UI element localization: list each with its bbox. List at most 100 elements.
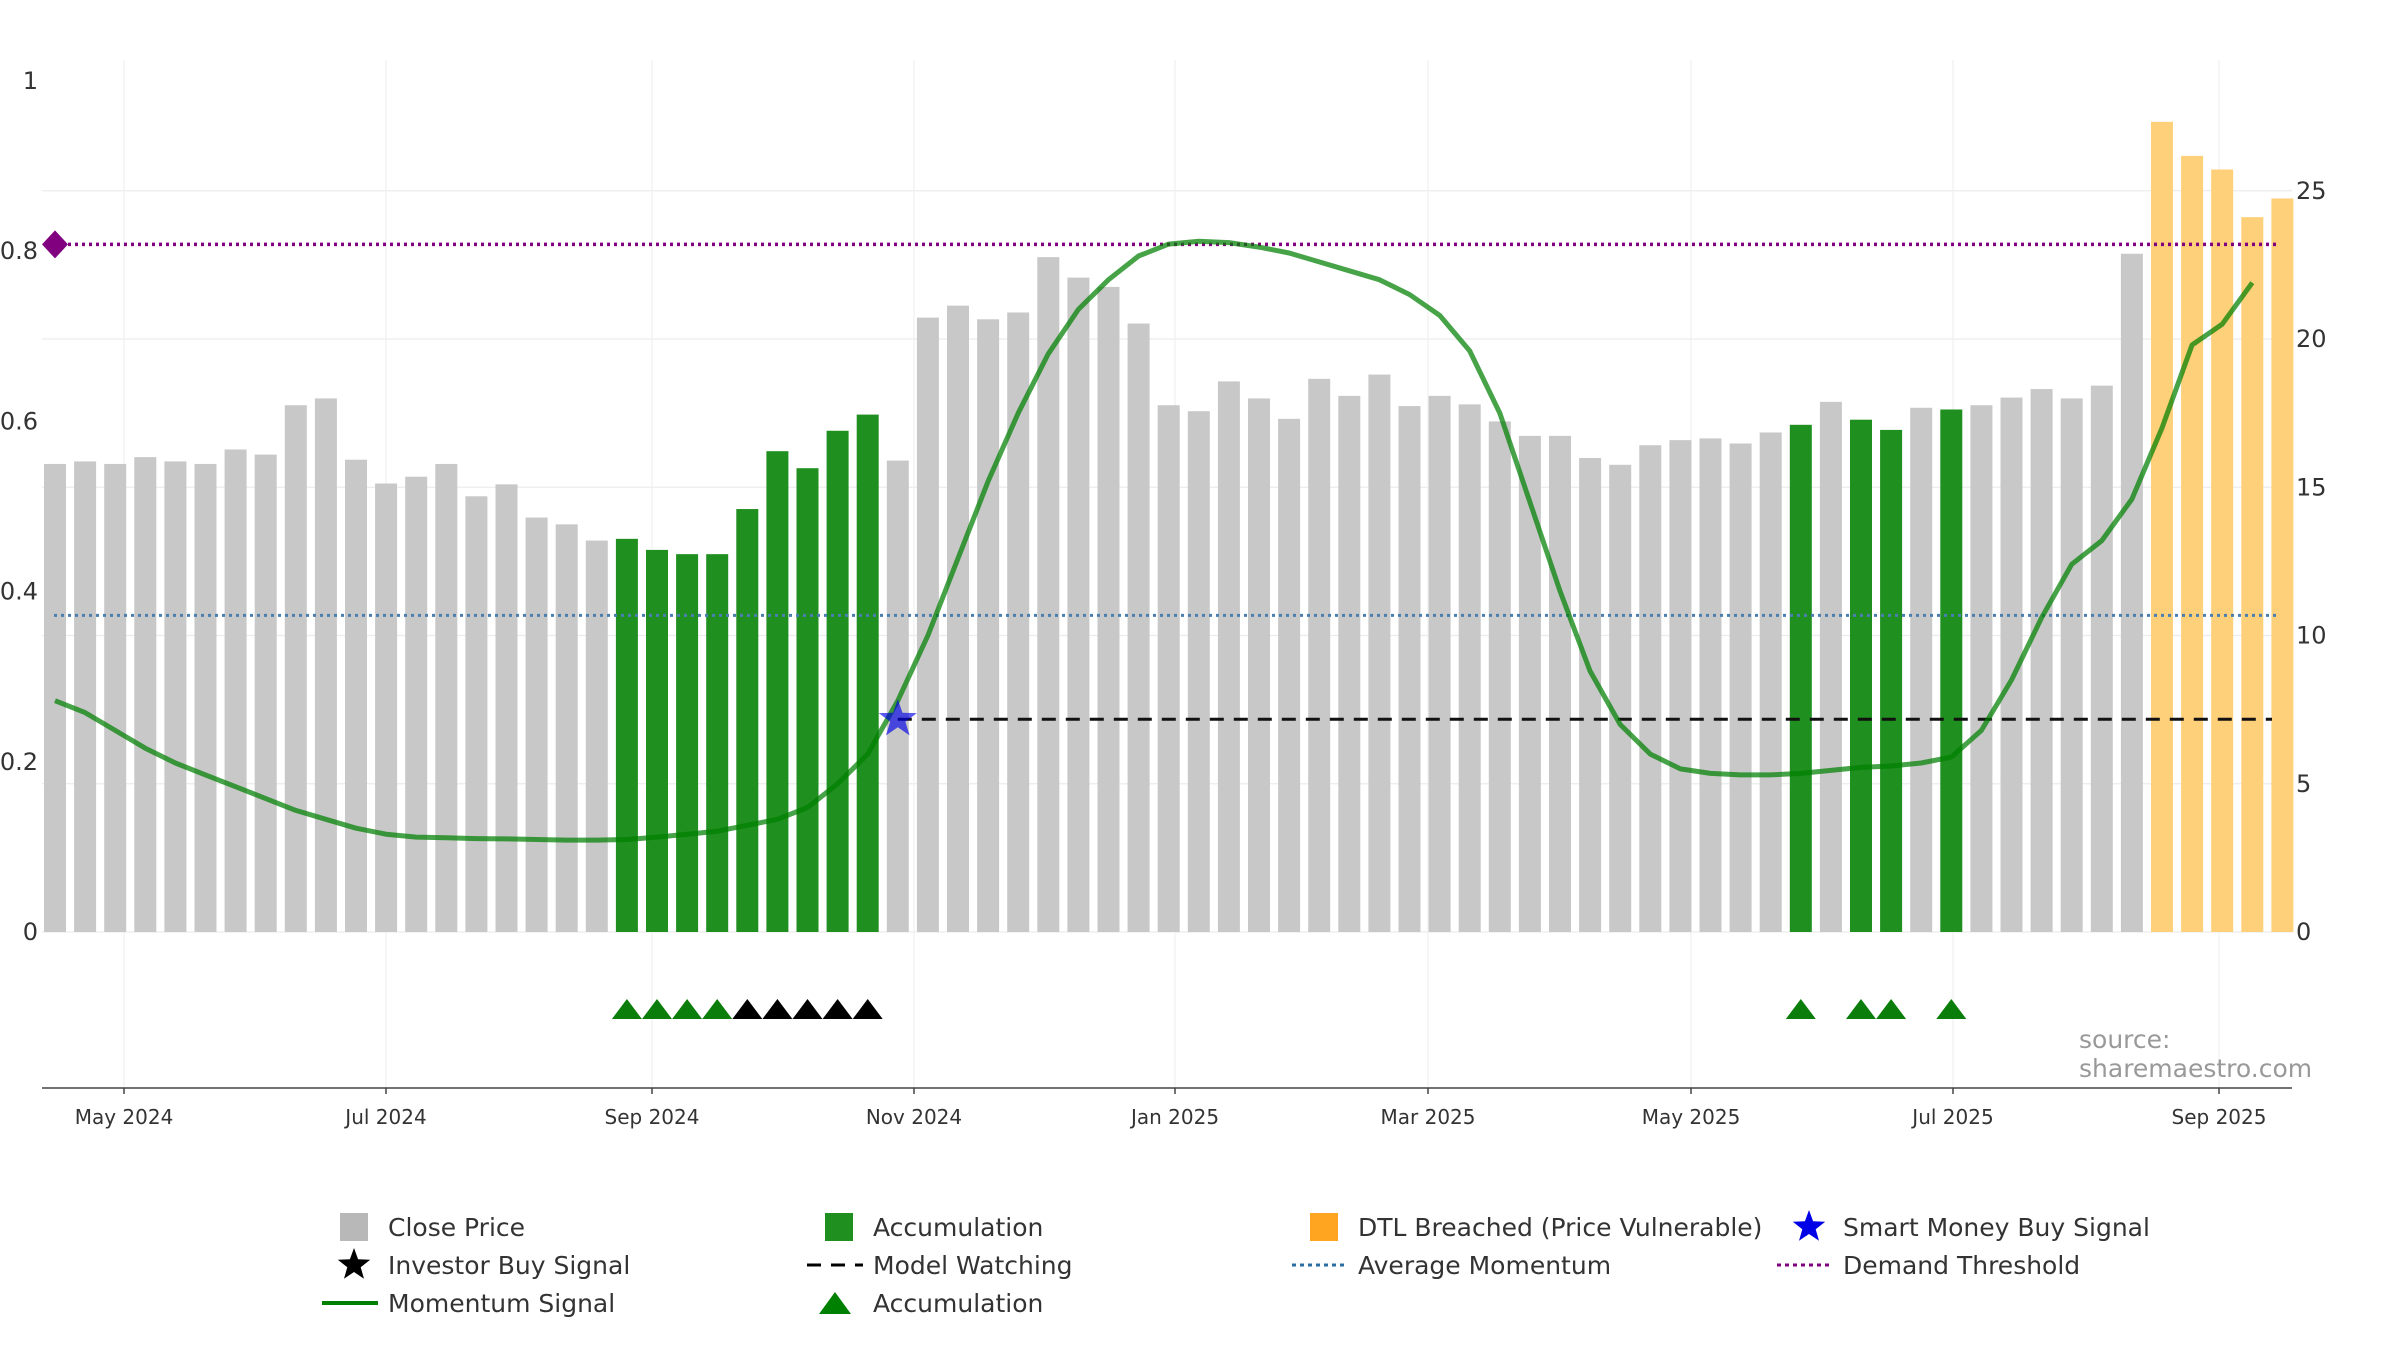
x-tick-label: Jul 2024 xyxy=(343,1105,426,1129)
close-price-bar xyxy=(44,463,66,932)
legend-label: Smart Money Buy Signal xyxy=(1843,1212,2150,1242)
close-price-bar xyxy=(1037,257,1060,933)
close-price-bar xyxy=(1940,409,1963,933)
investor-buy-triangle xyxy=(822,999,853,1019)
close-price-bar xyxy=(1368,374,1391,933)
blue-dotted-line-icon xyxy=(1292,1263,1348,1267)
close-price-bar xyxy=(1669,440,1692,932)
right-y-tick-label: 5 xyxy=(2296,770,2311,798)
close-price-bar xyxy=(916,317,939,932)
legend-label: Demand Threshold xyxy=(1843,1250,2081,1280)
grey-square-icon xyxy=(340,1213,368,1241)
close-price-bar xyxy=(1699,438,1722,932)
close-price-bar xyxy=(1880,429,1903,932)
legend-item-model-watching: Model Watching xyxy=(805,1246,1073,1284)
bar-layer xyxy=(44,121,2294,933)
green-triangle-icon xyxy=(819,1292,851,1314)
close-price-bar xyxy=(1097,286,1120,932)
right-y-tick-label: 20 xyxy=(2296,325,2327,353)
right-y-tick-label: 25 xyxy=(2296,177,2327,205)
close-price-bar xyxy=(1609,464,1632,932)
close-price-bar xyxy=(1007,312,1030,932)
close-price-bar xyxy=(74,461,97,932)
close-price-bar xyxy=(314,398,337,933)
close-price-bar xyxy=(1639,445,1662,932)
close-price-bar xyxy=(796,468,819,932)
close-price-bar xyxy=(1850,419,1872,932)
legend-item-demand-threshold: Demand Threshold xyxy=(1775,1246,2080,1284)
close-price-bar xyxy=(1428,395,1451,932)
close-price-bar xyxy=(1458,404,1481,932)
legend-item-dtl-breached: DTL Breached (Price Vulnerable) xyxy=(1290,1208,1762,1246)
close-price-bar xyxy=(2090,385,2113,933)
close-price-bar xyxy=(435,463,458,932)
close-price-bar xyxy=(766,451,789,932)
close-price-bar xyxy=(1157,405,1180,933)
close-price-bar xyxy=(495,484,518,932)
left-y-tick-label: 0.2 xyxy=(0,748,38,776)
close-price-bar xyxy=(2211,169,2234,932)
close-price-bar xyxy=(1518,435,1541,932)
legend-label: Accumulation xyxy=(873,1288,1044,1318)
x-tick-label: Jan 2025 xyxy=(1129,1105,1219,1129)
accumulation-triangle xyxy=(611,999,642,1019)
close-price-bar xyxy=(1338,395,1361,932)
legend-item-accumulation-triangle: Accumulation xyxy=(805,1284,1043,1322)
close-price-bar xyxy=(856,414,879,932)
close-price-bar xyxy=(465,496,488,932)
accumulation-triangle xyxy=(1936,999,1967,1019)
close-price-bar xyxy=(706,554,729,932)
right-y-tick-label: 15 xyxy=(2296,473,2327,501)
legend-item-momentum-signal: Momentum Signal xyxy=(320,1284,615,1322)
x-tick-label: Nov 2024 xyxy=(866,1105,962,1129)
accumulation-triangle xyxy=(1846,999,1876,1019)
close-price-bar xyxy=(2120,253,2143,933)
x-tick-label: May 2024 xyxy=(75,1105,174,1129)
close-price-bar xyxy=(676,554,699,932)
close-price-bar xyxy=(405,476,428,932)
close-price-bar xyxy=(224,449,247,932)
source-credit: source: sharemaestro.com xyxy=(2079,1025,2313,1083)
legend: Close Price Accumulation DTL Breached (P… xyxy=(320,1208,2220,1328)
close-price-bar xyxy=(525,517,548,932)
investor-buy-triangle xyxy=(852,999,883,1019)
x-tick-label: May 2025 xyxy=(1642,1105,1741,1129)
black-dashed-line-icon xyxy=(807,1263,863,1267)
green-square-icon xyxy=(825,1213,853,1241)
close-price-bar xyxy=(2151,121,2173,932)
legend-label: Model Watching xyxy=(873,1250,1073,1280)
legend-label: Momentum Signal xyxy=(388,1288,616,1318)
close-price-bar xyxy=(1398,406,1421,932)
axis-layer: May 2024 Jul 2024 Sep 2024 Nov 2024 Jan 2025… xyxy=(0,67,2327,1129)
close-price-bar xyxy=(1729,443,1752,932)
close-price-bar xyxy=(1789,424,1812,932)
legend-item-accumulation-bar: Accumulation xyxy=(805,1208,1043,1246)
marker-layer xyxy=(42,230,1967,1019)
close-price-bar xyxy=(254,454,277,932)
close-price-bar xyxy=(1187,411,1210,932)
close-price-bar xyxy=(585,540,608,932)
legend-label: Close Price xyxy=(388,1212,526,1242)
close-price-bar xyxy=(646,549,668,932)
left-y-tick-label: 0.6 xyxy=(0,407,38,435)
close-price-bar xyxy=(1970,405,1993,933)
close-price-bar xyxy=(104,463,127,932)
right-y-tick-label: 0 xyxy=(2296,918,2311,946)
close-price-bar xyxy=(947,305,969,932)
close-price-bar xyxy=(977,319,1000,932)
close-price-bar xyxy=(284,405,307,933)
black-star-icon xyxy=(337,1248,371,1279)
close-price-bar xyxy=(2060,398,2083,933)
close-price-bar xyxy=(615,538,638,932)
close-price-bar xyxy=(736,509,759,932)
momentum-signal-line xyxy=(54,238,2255,843)
legend-label: Accumulation xyxy=(873,1212,1044,1242)
legend-item-average-momentum: Average Momentum xyxy=(1290,1246,1611,1284)
investor-buy-triangle xyxy=(762,999,793,1019)
left-y-tick-label: 0.4 xyxy=(0,578,38,606)
investor-buy-triangle xyxy=(732,999,763,1019)
close-price-bar xyxy=(345,459,367,932)
close-price-bar xyxy=(1248,398,1270,933)
